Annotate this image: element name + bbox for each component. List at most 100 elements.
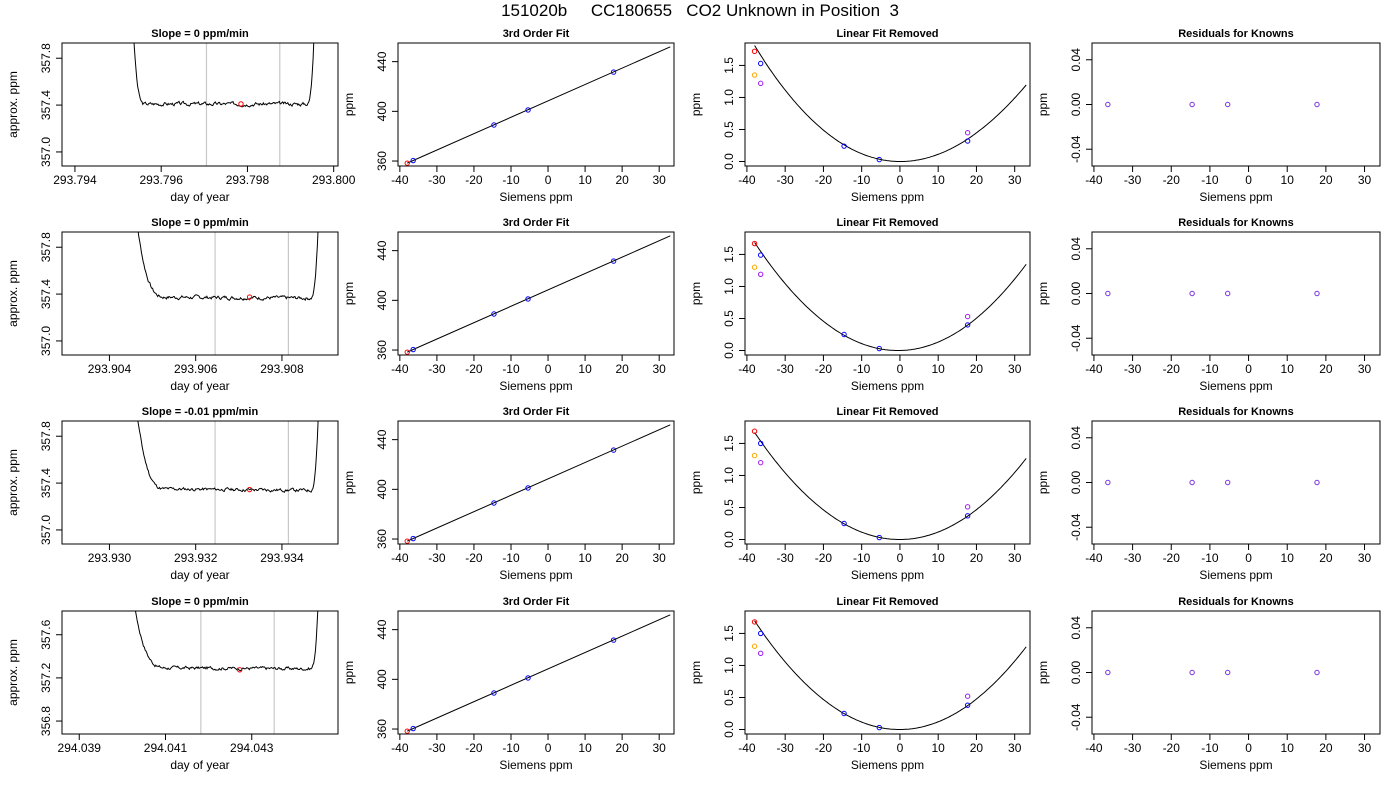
x-tick-label: -10 [853, 362, 871, 376]
plot-area [1105, 669, 1320, 676]
plot-frame [744, 231, 1031, 356]
data-point [1189, 479, 1195, 486]
y-axis-label: ppm [342, 471, 356, 494]
y-tick-label: 0.0 [722, 342, 736, 359]
data-point [964, 513, 971, 519]
trace-panel-row-0: Slope = 0 ppm/min day of year approx. ppm 2… [6, 28, 356, 204]
data-point [1189, 101, 1195, 108]
x-axis-label: Siemens ppm [1199, 379, 1272, 393]
x-axis-label: Siemens ppm [499, 568, 572, 582]
x-tick-label: 30 [653, 362, 667, 376]
x-tick-label: -10 [502, 551, 520, 565]
x-tick-label: 293.932 [174, 551, 218, 565]
chart-title: Linear Fit Removed [836, 406, 938, 418]
data-point [1314, 101, 1320, 108]
y-tick-label: 1.5 [722, 57, 736, 74]
x-axis-label: Siemens ppm [499, 379, 572, 393]
x-tick-label: 20 [1319, 741, 1333, 755]
x-tick-label: 0 [1245, 741, 1252, 755]
data-point [1189, 669, 1195, 676]
y-tick-label: 400 [375, 290, 389, 310]
y-tick-label: 357.4 [39, 90, 53, 120]
plot-frame [1091, 231, 1381, 356]
x-tick-label: 293.906 [174, 362, 218, 376]
resid-panel-row-2: Linear Fit Removed Siemens ppm ppm -40 -30 -2… [689, 406, 1031, 582]
y-tick-label: -0.04 [1069, 324, 1083, 352]
plot-frame [397, 610, 675, 735]
fit-line [407, 614, 671, 732]
y-tick-label: 357.8 [39, 43, 53, 73]
y-tick-label: 1.5 [722, 625, 736, 642]
plot-area [404, 424, 671, 544]
fit-line [407, 46, 671, 164]
data-point [964, 693, 971, 699]
plot-area [1105, 290, 1320, 297]
plot-area [751, 45, 1027, 163]
x-tick-label: 293.798 [226, 173, 270, 187]
y-tick-label: 357.8 [39, 232, 53, 262]
data-point [610, 447, 617, 453]
y-tick-label: 440 [375, 51, 389, 71]
x-tick-label: -10 [1201, 362, 1219, 376]
plot-area [137, 232, 319, 355]
resid-panel-row-3: Linear Fit Removed Siemens ppm ppm -40 -30 -2… [689, 596, 1031, 772]
data-point [876, 345, 882, 352]
data-point [964, 322, 971, 328]
x-tick-label: -40 [738, 362, 756, 376]
y-axis-label: ppm [689, 93, 703, 116]
data-point [757, 630, 764, 637]
chart-title: Residuals for Knowns [1178, 596, 1294, 608]
x-tick-label: 20 [1319, 362, 1333, 376]
x-tick-label: -30 [428, 741, 446, 755]
x-tick-label: -20 [465, 741, 483, 755]
y-tick-label: 0.5 [722, 689, 736, 706]
plot-frame [61, 42, 339, 167]
x-tick-label: 294.039 [58, 741, 102, 755]
plot-area [751, 428, 1027, 541]
chart-title: Slope = 0 ppm/min [151, 217, 249, 229]
y-tick-label: -0.04 [1069, 703, 1083, 731]
data-point [610, 637, 617, 643]
y-tick-label: 440 [375, 429, 389, 449]
x-tick-label: 10 [578, 362, 592, 376]
sample-point [246, 486, 253, 493]
data-point [491, 500, 497, 506]
data-point [751, 619, 758, 625]
y-axis-label: approx. ppm [6, 639, 20, 706]
fit-panel-row-1: 3rd Order Fit Siemens ppm ppm -40 -30 -20 -10 0… [342, 217, 675, 393]
data-point [410, 157, 416, 164]
plot-frame [61, 610, 339, 735]
y-tick-label: 360 [375, 340, 389, 360]
plot-area [133, 43, 315, 166]
y-axis-label: ppm [689, 282, 703, 305]
data-point [964, 504, 971, 510]
x-tick-label: 30 [1008, 741, 1022, 755]
x-tick-label: -30 [428, 362, 446, 376]
x-tick-label: -20 [1163, 173, 1181, 187]
y-tick-label: 0.5 [722, 310, 736, 327]
x-tick-label: 293.934 [260, 551, 304, 565]
plot-area [137, 421, 319, 544]
data-point [404, 728, 410, 734]
data-point [1105, 479, 1111, 486]
fit-line [407, 235, 671, 353]
data-point [1105, 669, 1111, 676]
x-axis-label: Siemens ppm [851, 379, 924, 393]
y-tick-label: 1.5 [722, 246, 736, 263]
y-axis-label: ppm [342, 282, 356, 305]
data-point [964, 702, 971, 708]
y-tick-label: 440 [375, 240, 389, 260]
x-tick-label: -40 [391, 173, 409, 187]
y-tick-label: 0.00 [1069, 92, 1083, 116]
data-point [1189, 290, 1195, 297]
x-tick-label: 0 [1245, 551, 1252, 565]
y-tick-label: -0.04 [1069, 135, 1083, 163]
page-title: 151020b CC180655 CO2 Unknown in Position… [501, 1, 899, 20]
x-tick-label: 20 [615, 173, 629, 187]
y-axis-label: ppm [689, 661, 703, 684]
data-point [404, 349, 410, 355]
data-point [751, 240, 758, 247]
x-tick-label: 293.800 [312, 173, 356, 187]
plot-area [751, 240, 1027, 352]
data-point [525, 107, 531, 113]
